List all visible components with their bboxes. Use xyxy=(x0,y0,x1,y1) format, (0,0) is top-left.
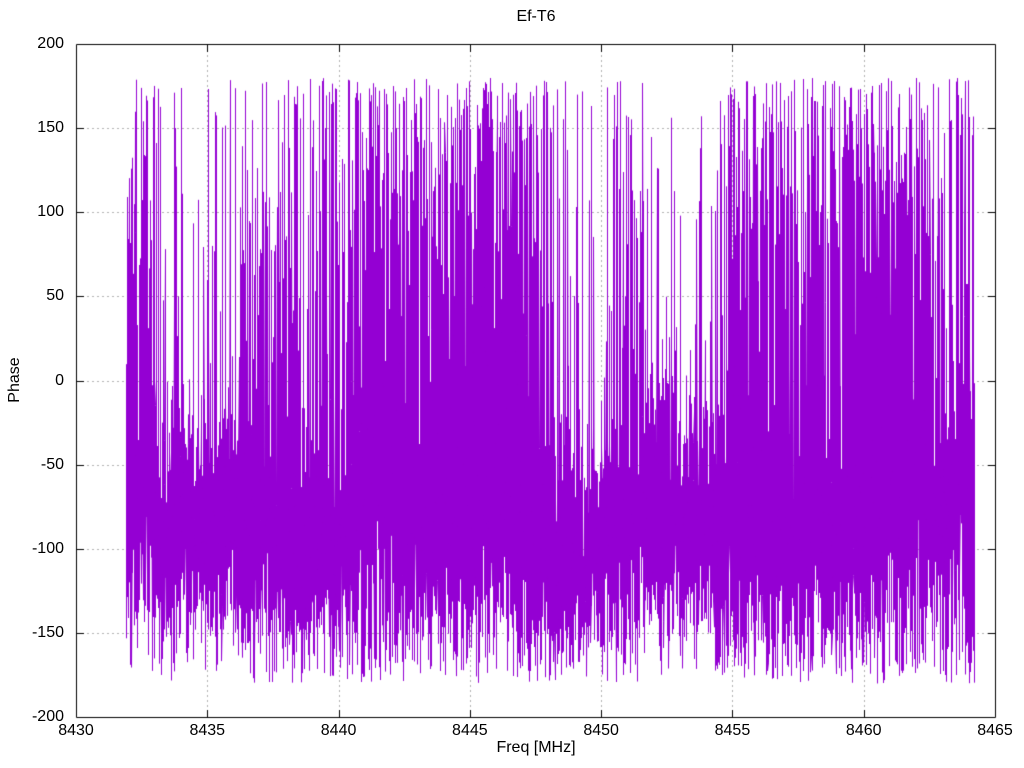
x-tick-label: 8440 xyxy=(320,722,357,739)
y-tick-label: -50 xyxy=(40,455,64,473)
y-tick-label: -100 xyxy=(31,539,64,557)
x-tick-label: 8435 xyxy=(189,722,226,739)
x-tick-label: 8465 xyxy=(977,722,1013,739)
x-axis-title: Freq [MHz] xyxy=(496,739,576,756)
x-tick-label: 8460 xyxy=(845,722,882,739)
y-tick-label: 200 xyxy=(37,35,64,52)
x-tick-label: 8430 xyxy=(58,722,94,739)
y-tick-label: 0 xyxy=(55,371,64,389)
y-tick-label: 50 xyxy=(46,287,64,305)
x-tick-label: 8455 xyxy=(714,722,751,739)
y-tick-label: -200 xyxy=(31,708,64,725)
x-tick-label: 8445 xyxy=(452,722,488,739)
x-tick-label: 8450 xyxy=(583,722,619,739)
chart-title: Ef-T6 xyxy=(516,8,556,25)
y-tick-label: -150 xyxy=(31,623,64,641)
y-tick-label: 150 xyxy=(37,119,64,137)
y-tick-label: 100 xyxy=(37,203,64,221)
